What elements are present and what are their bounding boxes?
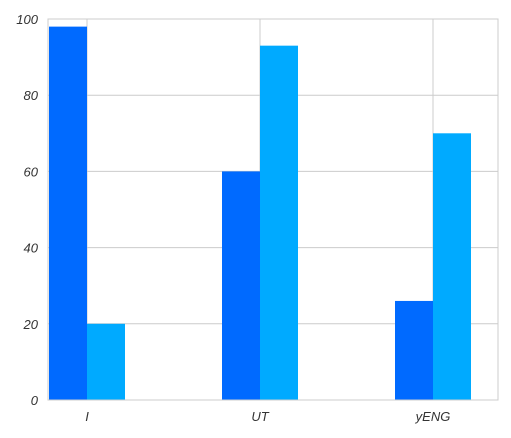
x-tick-label: I [85, 409, 89, 424]
bars [49, 26, 471, 401]
bar [222, 171, 260, 400]
y-tick-label: 80 [24, 88, 39, 103]
bar [260, 45, 298, 401]
bar [433, 133, 471, 401]
y-tick-label: 60 [24, 164, 39, 179]
bar [395, 300, 433, 400]
y-axis-ticks: 0 20 40 60 80 100 [16, 12, 38, 408]
x-tick-label: UT [251, 409, 269, 424]
y-tick-label: 100 [16, 12, 38, 27]
x-axis-ticks: I UT yENG [85, 409, 450, 424]
x-tick-label: yENG [415, 409, 451, 424]
y-tick-label: 20 [23, 317, 39, 332]
bar [49, 26, 87, 401]
plot-frame [47, 18, 499, 401]
y-tick-label: 0 [31, 393, 39, 408]
bar [87, 323, 125, 400]
y-tick-label: 40 [24, 241, 39, 256]
